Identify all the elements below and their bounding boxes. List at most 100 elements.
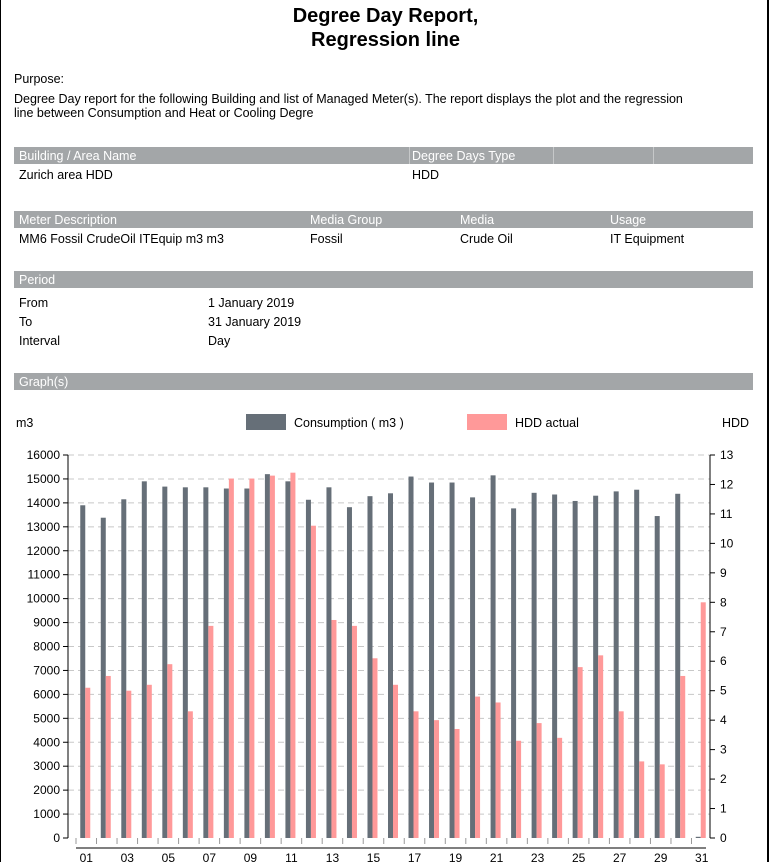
hdd-bar xyxy=(557,737,563,838)
consumption-bar xyxy=(285,481,291,838)
y-left-tick-label: 10000 xyxy=(27,592,61,606)
hdd-bar xyxy=(269,475,275,838)
x-tick-label: 29 xyxy=(654,851,668,862)
legend-label-hdd: HDD actual xyxy=(515,416,579,430)
consumption-bar xyxy=(429,482,435,838)
building-header: Building / Area Name Degree Days Type xyxy=(14,147,753,164)
consumption-bar xyxy=(223,488,229,838)
y-right-tick-label: 3 xyxy=(720,743,727,757)
hdd-bar xyxy=(310,525,316,838)
consumption-bar xyxy=(80,505,86,838)
y-left-tick-label: 5000 xyxy=(33,711,60,725)
hdd-bar xyxy=(249,478,255,838)
y-right-tick-label: 1 xyxy=(720,802,727,816)
from-value: 1 January 2019 xyxy=(208,296,295,310)
y-left-tick-label: 7000 xyxy=(33,663,60,677)
x-tick-label: 23 xyxy=(531,851,545,862)
y-right-tick-label: 13 xyxy=(720,448,734,462)
purpose-text-1: Degree Day report for the following Buil… xyxy=(14,92,683,106)
hdd-bar xyxy=(167,664,173,838)
consumption-bar xyxy=(162,486,168,838)
y-right-tick-label: 5 xyxy=(720,684,727,698)
degree-days-type: HDD xyxy=(412,168,440,182)
hdd-bar xyxy=(413,711,419,838)
period-header-label: Period xyxy=(19,273,56,287)
hdd-bar xyxy=(598,655,604,838)
consumption-bar xyxy=(470,497,476,838)
y-left-tick-label: 3000 xyxy=(33,759,60,773)
y-left-tick-label: 14000 xyxy=(27,496,61,510)
x-tick-label: 19 xyxy=(449,851,463,862)
consumption-bar xyxy=(182,487,188,838)
x-tick-label: 11 xyxy=(285,851,298,862)
x-tick-label: 31 xyxy=(695,851,709,862)
consumption-bar xyxy=(613,491,619,838)
col-usage: Usage xyxy=(610,213,647,227)
x-tick-label: 09 xyxy=(244,851,258,862)
col-media: Media xyxy=(460,213,495,227)
x-tick-label: 17 xyxy=(408,851,422,862)
to-value: 31 January 2019 xyxy=(208,315,302,329)
consumption-bar xyxy=(449,482,455,838)
y-right-tick-label: 2 xyxy=(720,772,727,786)
consumption-bar xyxy=(141,481,147,838)
consumption-bar xyxy=(634,489,640,838)
hdd-bar xyxy=(475,696,481,838)
from-label: From xyxy=(19,296,49,310)
y-left-tick-label: 8000 xyxy=(33,640,60,654)
consumption-bar xyxy=(511,508,517,838)
report-title-line2: Regression line xyxy=(311,29,460,51)
hdd-bar xyxy=(126,690,132,838)
x-tick-label: 15 xyxy=(367,851,381,862)
legend-swatch-hdd xyxy=(467,414,507,430)
consumption-bar xyxy=(203,487,209,838)
hdd-bar xyxy=(536,723,542,838)
interval-value: Day xyxy=(208,334,231,348)
y-right-tick-label: 12 xyxy=(720,477,734,491)
building-name: Zurich area HDD xyxy=(19,168,113,182)
consumption-bar xyxy=(367,496,373,838)
hdd-bar xyxy=(434,720,440,838)
col-building-name: Building / Area Name xyxy=(19,149,137,163)
y-right-tick-label: 0 xyxy=(720,831,727,845)
y-right-label: HDD xyxy=(722,416,750,430)
y-right-tick-label: 9 xyxy=(720,566,727,580)
hdd-bar xyxy=(372,658,378,838)
y-right-tick-label: 10 xyxy=(720,536,734,550)
hdd-bar xyxy=(228,478,234,838)
consumption-bar xyxy=(572,500,578,838)
y-left-tick-label: 0 xyxy=(53,831,60,845)
consumption-bar xyxy=(490,475,496,838)
period-header: Period xyxy=(14,271,753,288)
purpose-label: Purpose: xyxy=(14,72,65,86)
media-group: Fossil xyxy=(310,232,343,246)
y-left-tick-label: 13000 xyxy=(27,520,61,534)
hdd-bar xyxy=(393,684,398,838)
col-meter-description: Meter Description xyxy=(19,213,117,227)
y-left-tick-label: 1000 xyxy=(33,807,60,821)
to-label: To xyxy=(19,315,33,329)
report-title-line1: Degree Day Report, xyxy=(292,5,479,27)
y-left-tick-label: 12000 xyxy=(27,544,61,558)
y-right-tick-label: 7 xyxy=(720,625,727,639)
y-left-tick-label: 11000 xyxy=(28,568,61,582)
x-tick-label: 13 xyxy=(326,851,340,862)
y-right-tick-label: 11 xyxy=(720,507,733,521)
y-left-tick-label: 15000 xyxy=(27,472,61,486)
col-degree-days-type: Degree Days Type xyxy=(412,149,516,163)
hdd-bar xyxy=(700,602,706,838)
hdd-bar xyxy=(351,625,357,838)
y-right-tick-label: 4 xyxy=(720,713,727,727)
interval-label: Interval xyxy=(19,334,60,348)
consumption-bar xyxy=(244,488,250,838)
consumption-bar xyxy=(264,474,270,838)
x-tick-label: 27 xyxy=(613,851,627,862)
hdd-bar xyxy=(85,687,91,838)
y-right-tick-label: 6 xyxy=(720,654,727,668)
hdd-bar xyxy=(187,711,193,838)
consumption-bar xyxy=(121,499,127,838)
y-right-tick-label: 8 xyxy=(720,595,727,609)
hdd-bar xyxy=(290,472,296,838)
hdd-bar xyxy=(331,619,337,838)
